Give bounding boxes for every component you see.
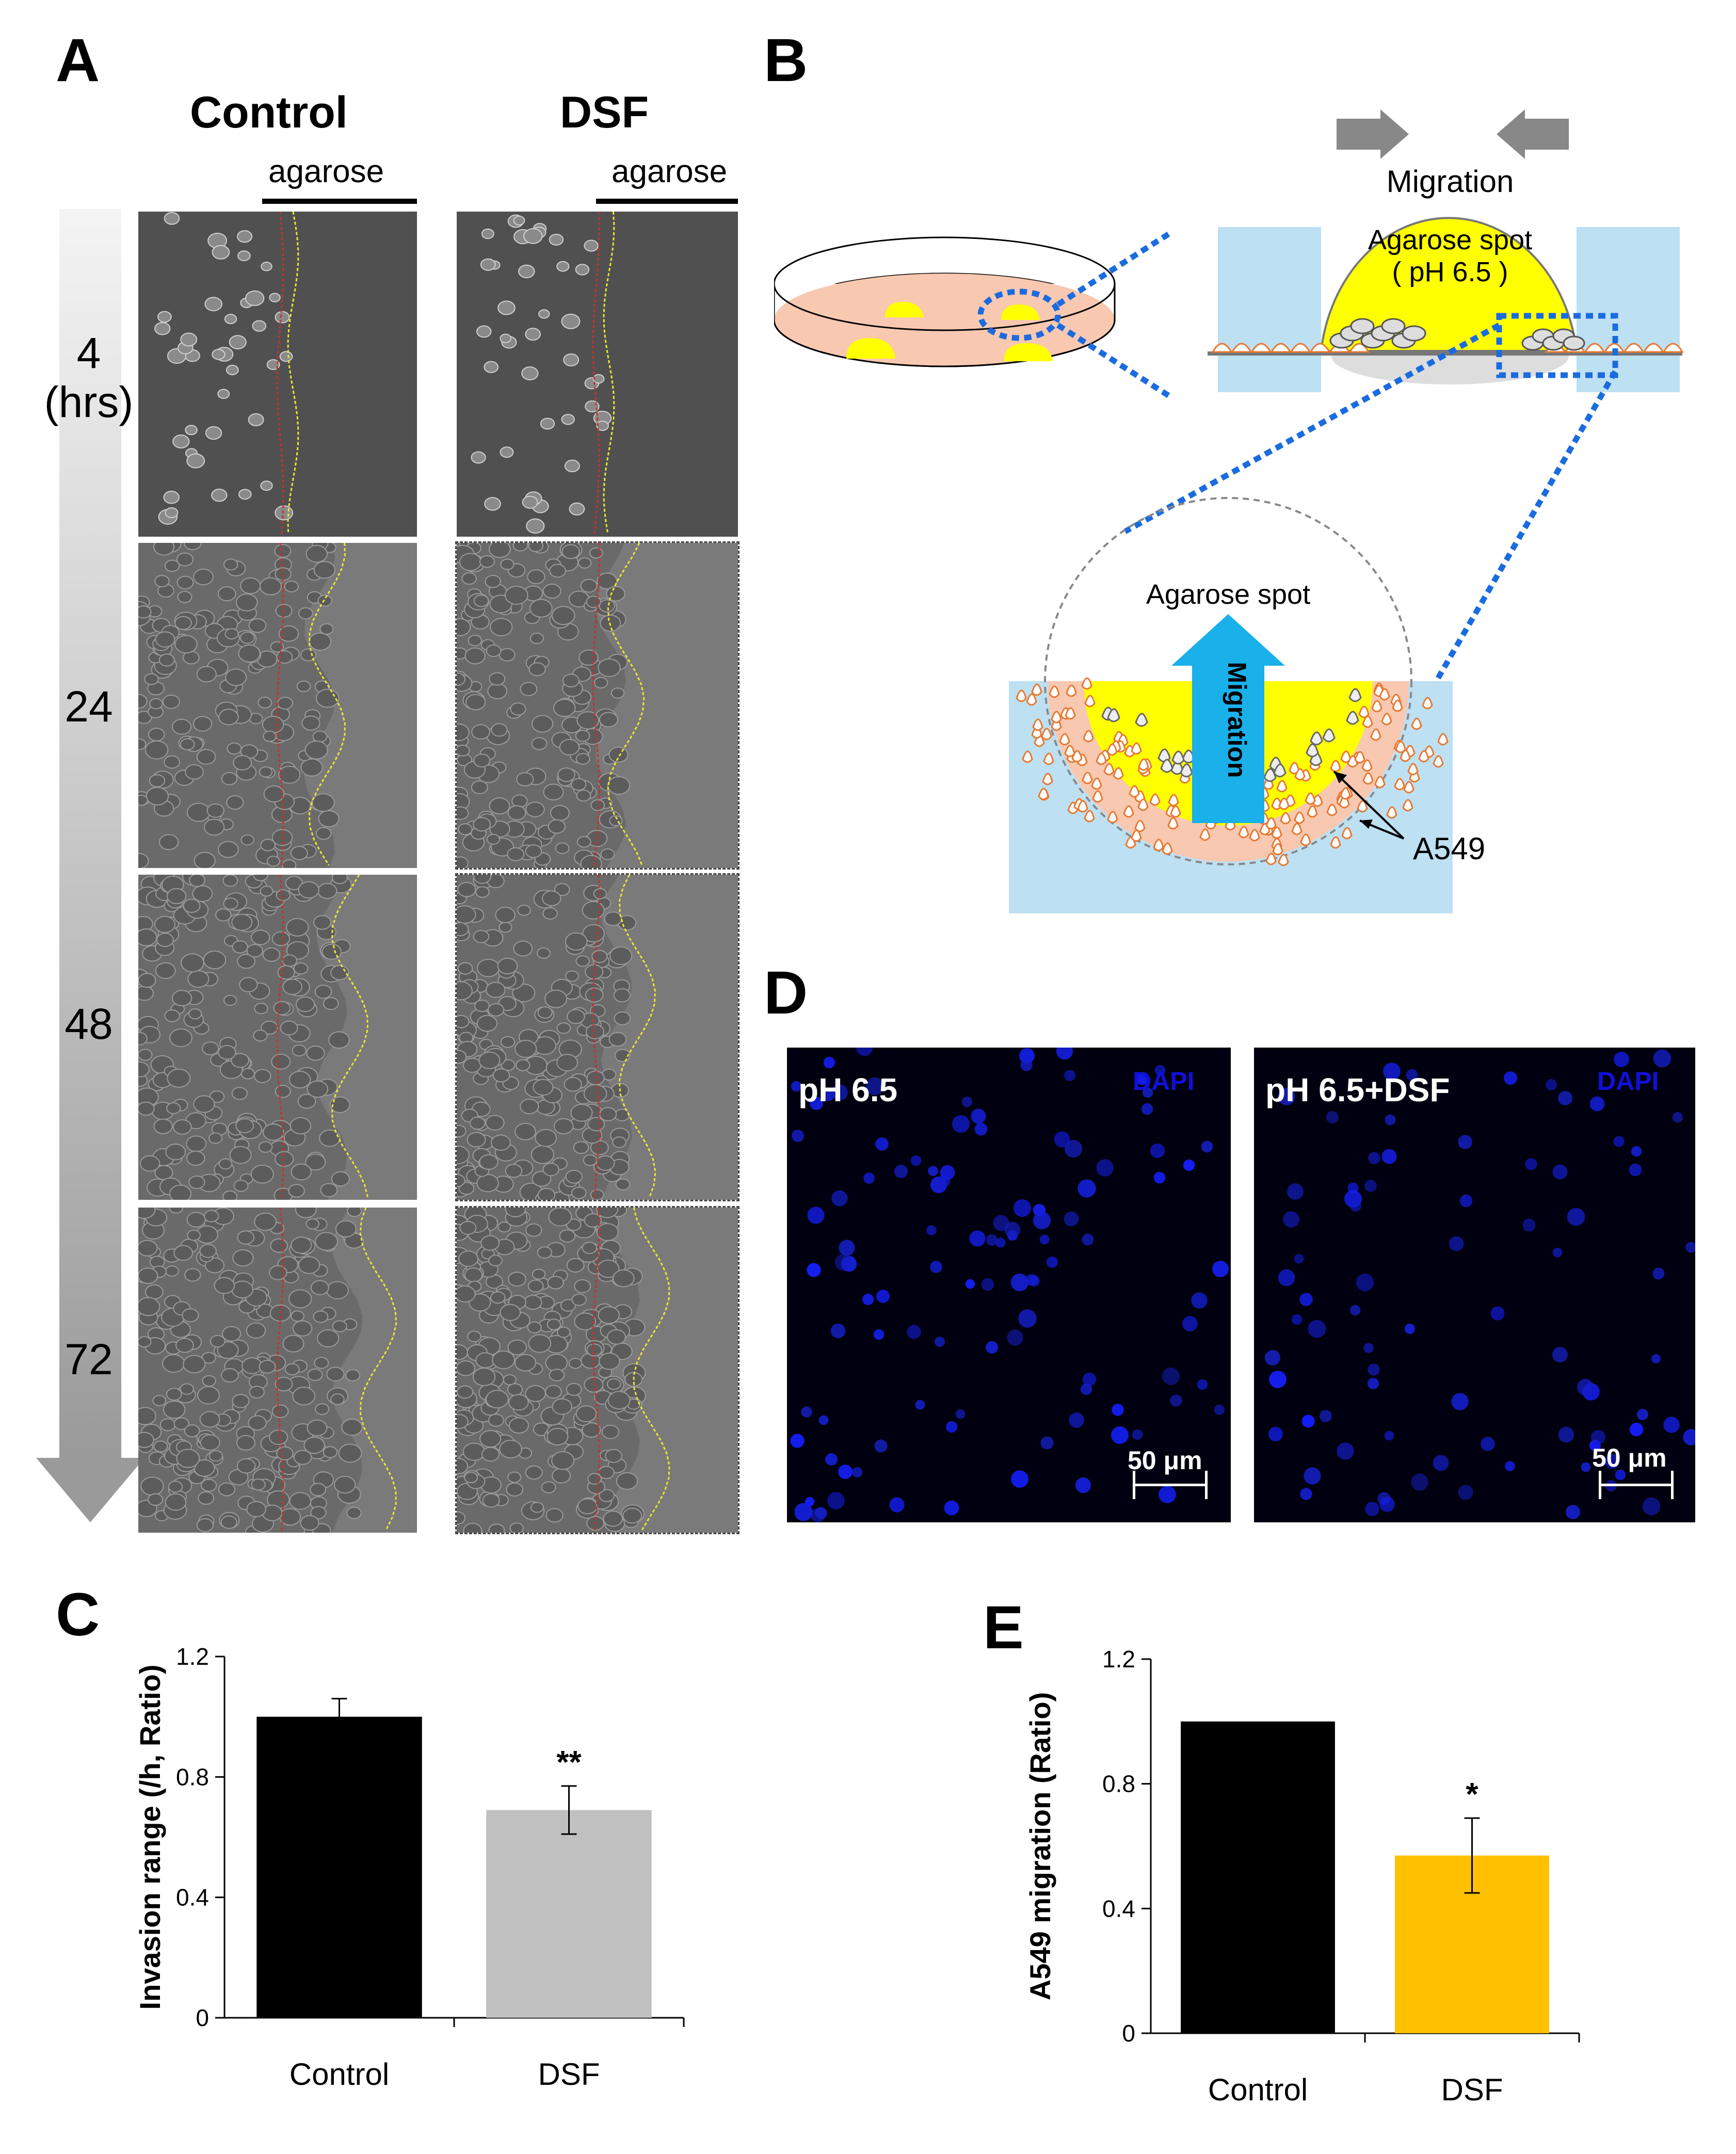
panel-a-letter: A: [56, 26, 100, 94]
dapi-title-ph65: pH 6.5: [798, 1071, 898, 1108]
bar-dsf: [486, 1810, 652, 2018]
scale-bar-ph65: [1133, 1484, 1208, 1486]
spot-ph-label: ( pH 6.5 ): [1392, 256, 1508, 287]
migration-arrow-right: [1337, 109, 1409, 159]
y-tick-label: 0.4: [1102, 1895, 1135, 1922]
closeup-dashed-circle: [1044, 497, 1412, 865]
closeup-migration-label: Migration: [1223, 662, 1251, 778]
y-tick-label: 0.8: [1102, 1771, 1135, 1797]
time-label-48: 48: [65, 1000, 113, 1048]
time-label-unit: (hrs): [44, 378, 134, 426]
category-label-control: Control: [1208, 2072, 1308, 2107]
time-arrow: [36, 209, 144, 1522]
category-label-dsf: DSF: [538, 2057, 600, 2092]
cross-section: Migration Agarose spot ( pH 6.5 ): [1208, 109, 1684, 392]
dish-spot-3: [1001, 304, 1040, 320]
panel-b-letter: B: [764, 26, 808, 94]
column-header-dsf: DSF: [560, 88, 649, 137]
dish-spot-2: [846, 338, 895, 359]
panel-d-letter: D: [764, 959, 808, 1027]
y-tick-label: 1.2: [176, 1643, 209, 1670]
dapi-tag-ph65-dsf: DAPI: [1597, 1067, 1659, 1096]
micrograph-control-row0: [138, 212, 417, 537]
closeup-migration-arrow: [1171, 614, 1285, 823]
bar-control: [256, 1716, 422, 2018]
micrograph-dsf-row2: [455, 873, 740, 1201]
dish-zoom-circle: [977, 288, 1061, 341]
micrograph-control-row2: [138, 875, 417, 1200]
micrograph-control-row3: [138, 1208, 417, 1533]
chart-a549-migration: 0 0.4 0.8 1.2 Control * DSF A549 migration (Rat…: [1024, 1646, 1580, 2107]
migration-arrow-left: [1497, 109, 1569, 159]
spot-label: Agarose spot: [1368, 224, 1532, 255]
agarose-bar-control: [262, 199, 417, 204]
panel-e-letter: E: [983, 1594, 1024, 1662]
petri-dish: [774, 236, 1116, 367]
cell-label-a549: A549: [1413, 831, 1485, 866]
agarose-label-dsf: agarose: [612, 154, 728, 189]
category-label-dsf: DSF: [1441, 2072, 1503, 2107]
closeup: Migration Agarose spot A549: [1009, 497, 1485, 913]
y-axis-label: A549 migration (Ratio): [1024, 1692, 1056, 2000]
scale-bar-ph65-dsf: [1599, 1484, 1674, 1486]
time-label-72: 72: [65, 1335, 113, 1384]
y-tick-label: 0: [1122, 2020, 1135, 2047]
dapi-image-ph65-dsf: pH 6.5+DSF DAPI 50 μm: [1254, 1048, 1695, 1522]
closeup-spot-label: Agarose spot: [1146, 579, 1310, 610]
micrograph-dsf-row1: [455, 541, 740, 870]
column-header-control: Control: [190, 88, 348, 137]
time-label-24: 24: [65, 682, 113, 731]
category-label-control: Control: [290, 2057, 389, 2092]
dapi-title-ph65-dsf: pH 6.5+DSF: [1265, 1071, 1450, 1108]
micrograph-dsf-row3: [455, 1206, 740, 1534]
dapi-image-ph65: pH 6.5 DAPI 50 μm: [787, 1048, 1231, 1522]
dish-spot-4: [1004, 343, 1053, 361]
time-label-4: 4: [76, 329, 101, 377]
agarose-label-control: agarose: [268, 154, 384, 189]
significance-dsf: **: [556, 1745, 582, 1780]
chart-invasion-range: 0 0.4 0.8 1.2 Control ** DSF Invasion range (/h…: [134, 1643, 685, 2092]
y-axis-label: Invasion range (/h, Ratio): [134, 1665, 166, 2010]
dapi-tag-ph65: DAPI: [1133, 1067, 1195, 1096]
panel-c-letter: C: [56, 1581, 100, 1649]
micrograph-control-row1: [138, 543, 417, 868]
dish-spot-1: [885, 302, 924, 317]
y-tick-label: 1.2: [1102, 1646, 1135, 1673]
micrograph-dsf-row0: [457, 212, 738, 537]
y-tick-label: 0.8: [176, 1763, 209, 1790]
scale-label-ph65: 50 μm: [1128, 1446, 1202, 1475]
y-tick-label: 0: [196, 2004, 209, 2031]
agarose-bar-dsf: [596, 199, 738, 204]
migration-top-label: Migration: [1387, 164, 1514, 199]
assay-schematic: Migration Agarose spot ( pH 6.5 ) Migrat…: [774, 109, 1684, 913]
y-tick-label: 0.4: [176, 1884, 209, 1911]
significance-dsf: *: [1466, 1777, 1478, 1812]
bar-control: [1181, 1721, 1335, 2033]
scale-label-ph65-dsf: 50 μm: [1592, 1443, 1667, 1472]
